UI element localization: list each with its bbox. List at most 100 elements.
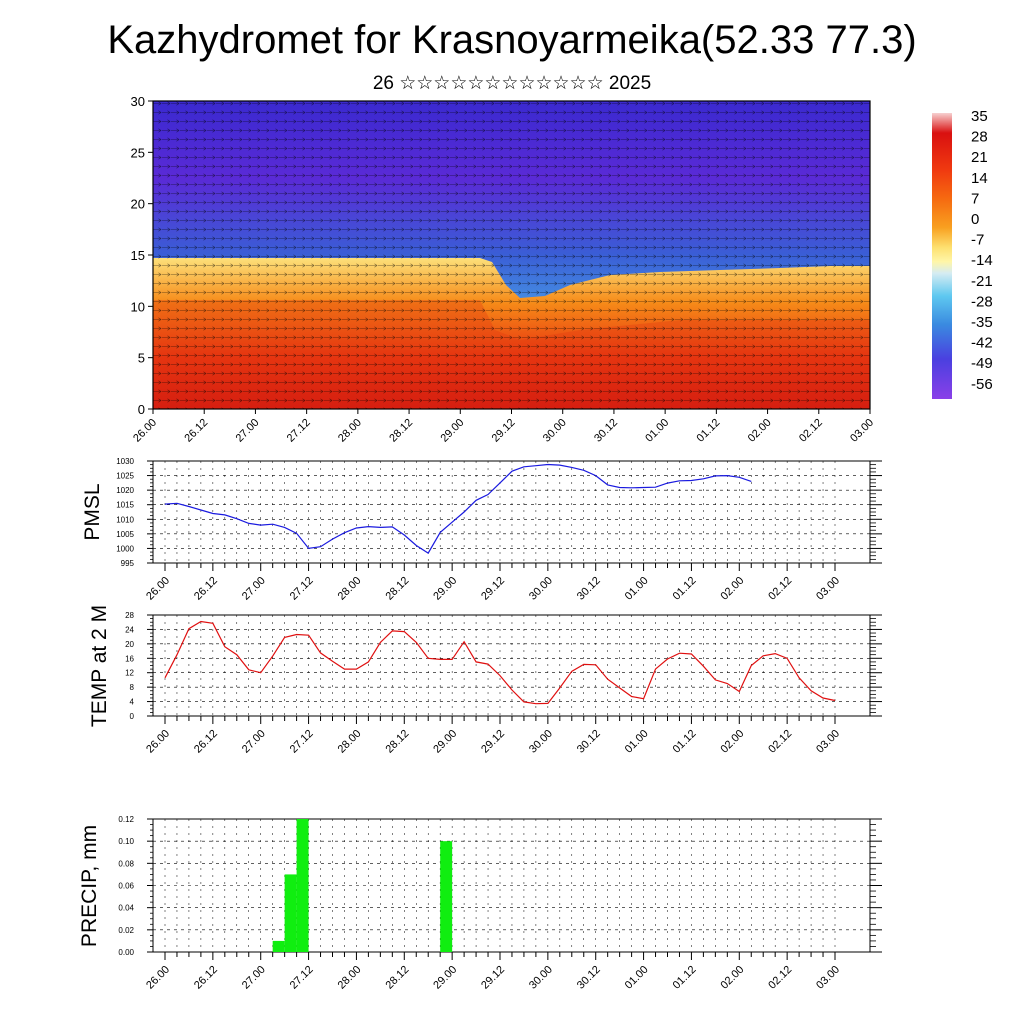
y-tick-label: 0.04 — [118, 904, 134, 913]
x-tick-label: 27.00 — [240, 728, 268, 756]
y-tick-label: 0.00 — [118, 948, 134, 957]
colorbar-label: -42 — [971, 335, 993, 352]
colorbar-label: 14 — [971, 170, 988, 187]
x-tick-label: 28.12 — [383, 964, 411, 992]
y-tick-label: 1015 — [116, 501, 134, 510]
precip-y-axis: 0.00 0.02 0.04 0.06 0.08 0.10 0.12 — [118, 815, 882, 957]
y-tick-label: 24 — [125, 625, 134, 634]
x-tick-label: 28.00 — [336, 417, 364, 445]
x-tick-label: 26.12 — [192, 575, 220, 603]
y-tick-label: 0 — [130, 712, 135, 721]
colorbar-label: -35 — [971, 314, 993, 331]
y-tick-label: 0.06 — [118, 882, 134, 891]
x-tick-label: 01.12 — [671, 728, 699, 756]
wind-vector-field — [153, 101, 870, 409]
y-tick-label: 30 — [131, 94, 145, 109]
colorbar-label: -7 — [971, 232, 984, 249]
y-tick-label: 28 — [125, 611, 134, 620]
x-tick-label: 30.12 — [575, 575, 603, 603]
y-tick-label: 0.08 — [118, 859, 134, 868]
colorbar-label: -14 — [971, 252, 993, 269]
x-tick-label: 26.12 — [192, 728, 220, 756]
y-tick-label: 0 — [138, 402, 145, 417]
x-tick-label: 29.00 — [431, 964, 459, 992]
x-tick-label: 01.00 — [643, 417, 671, 445]
x-tick-label: 28.00 — [336, 728, 364, 756]
x-tick-label: 28.12 — [387, 417, 415, 445]
precip-bar — [272, 940, 285, 952]
x-tick-label: 02.12 — [766, 964, 794, 992]
x-tick-label: 30.00 — [527, 964, 555, 992]
pmsl-y-axis: 995 1000 1005 1010 1015 1020 1025 1030 — [116, 457, 882, 568]
colorbar-label: -28 — [971, 293, 993, 310]
x-tick-label: 26.12 — [182, 417, 210, 445]
cross-section-field — [153, 101, 870, 409]
pmsl-series-line — [164, 463, 752, 554]
colorbar-label: 28 — [971, 129, 988, 146]
y-tick-label: 1010 — [116, 515, 134, 524]
x-tick-label: 28.00 — [336, 964, 364, 992]
temp-x-axis: 26.00 26.12 27.00 27.12 28.00 28.12 29.00 29.12… — [144, 716, 842, 756]
x-tick-label: 26.12 — [192, 964, 220, 992]
colorbar: 35 28 21 14 7 0 -7 -14 -21 -28 -35 -42 -49 -56 — [932, 108, 993, 399]
y-tick-label: 20 — [125, 640, 134, 649]
x-tick-label: 27.00 — [240, 964, 268, 992]
x-tick-label: 29.00 — [431, 575, 459, 603]
x-tick-label: 03.00 — [814, 728, 842, 756]
x-tick-label: 27.12 — [288, 964, 316, 992]
y-tick-label: 0.02 — [118, 926, 134, 935]
colorbar-gradient — [932, 113, 952, 399]
x-tick-label: 03.00 — [814, 964, 842, 992]
precip-axis-label: PRECIP, mm — [78, 825, 101, 947]
chart-title: Kazhydromet for Krasnoyarmeika(52.33 77.… — [107, 18, 917, 62]
y-tick-label: 8 — [130, 683, 135, 692]
x-tick-label: 28.12 — [383, 575, 411, 603]
x-tick-label: 27.00 — [240, 575, 268, 603]
x-tick-label: 02.12 — [797, 417, 825, 445]
colorbar-label: 0 — [971, 211, 979, 228]
y-tick-label: 10 — [131, 299, 145, 314]
x-tick-label: 30.12 — [575, 964, 603, 992]
x-tick-label: 28.12 — [383, 728, 411, 756]
colorbar-labels: 35 28 21 14 7 0 -7 -14 -21 -28 -35 -42 -49 -56 — [971, 108, 993, 393]
colorbar-label: -49 — [971, 355, 993, 372]
precip-bars — [272, 819, 453, 952]
x-tick-label: 29.12 — [479, 964, 507, 992]
precip-bar — [440, 841, 453, 952]
x-tick-label: 26.00 — [144, 728, 172, 756]
x-tick-label: 01.00 — [623, 728, 651, 756]
x-tick-label: 29.12 — [479, 575, 507, 603]
x-tick-label: 29.12 — [490, 417, 518, 445]
pmsl-axis-label: PMSL — [81, 483, 104, 540]
cross-section-panel: 0 5 10 15 20 25 30 26.00 26.12 27.00 27.12 28.00 28… — [131, 94, 877, 445]
x-tick-label: 30.00 — [541, 417, 569, 445]
temp-y-axis: 0 4 8 12 16 20 24 28 — [125, 611, 882, 721]
y-tick-label: 0.12 — [118, 815, 134, 824]
x-tick-label: 02.12 — [766, 728, 794, 756]
cross-section-y-axis: 0 5 10 15 20 25 30 — [131, 94, 153, 417]
x-tick-label: 01.00 — [623, 575, 651, 603]
y-tick-label: 15 — [131, 248, 145, 263]
y-tick-label: 25 — [131, 145, 145, 160]
y-tick-label: 5 — [138, 351, 145, 366]
y-tick-label: 0.10 — [118, 837, 134, 846]
y-tick-label: 1030 — [116, 457, 134, 466]
x-tick-label: 27.12 — [285, 417, 313, 445]
x-tick-label: 01.12 — [671, 964, 699, 992]
x-tick-label: 30.12 — [592, 417, 620, 445]
y-tick-label: 20 — [131, 197, 145, 212]
y-tick-label: 16 — [125, 654, 134, 663]
x-tick-label: 26.00 — [144, 575, 172, 603]
x-tick-label: 01.12 — [671, 575, 699, 603]
temp-axis-label: TEMP at 2 M — [88, 605, 111, 727]
precip-bar — [284, 874, 297, 952]
x-tick-label: 27.12 — [288, 575, 316, 603]
y-tick-label: 12 — [125, 669, 134, 678]
precip-x-axis: 26.00 26.12 27.00 27.12 28.00 28.12 29.00 29.12… — [144, 952, 842, 992]
precip-panel: 0.000.020.040.060.080.100.12 26.00 26.12 2… — [78, 815, 882, 992]
x-tick-label: 29.00 — [431, 728, 459, 756]
y-tick-label: 1005 — [116, 530, 134, 539]
